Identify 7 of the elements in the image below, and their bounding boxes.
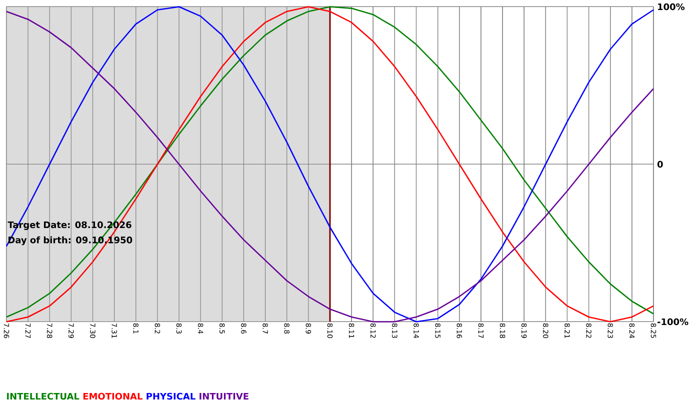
- y-tick-label: 0: [657, 160, 663, 168]
- y-tick-label: -100%: [658, 318, 688, 326]
- text: INTUITIVE: [200, 392, 248, 400]
- text: EMOTIONAL: [83, 392, 142, 400]
- y-tick-label: 100%: [658, 3, 685, 10]
- text: INTELLECTUAL: [7, 392, 80, 400]
- text: PHYSICAL: [146, 392, 196, 400]
